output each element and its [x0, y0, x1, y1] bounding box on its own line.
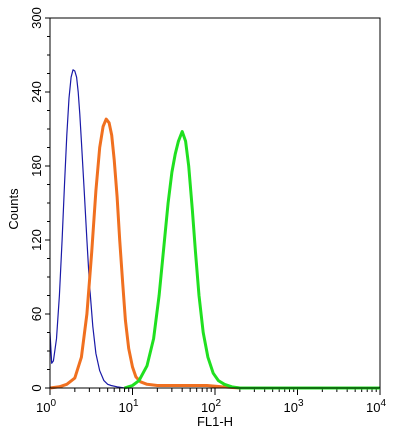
x-tick-base: 10 [36, 400, 50, 415]
y-tick-label: 60 [29, 307, 44, 321]
series-line [124, 130, 380, 390]
series-line [49, 69, 133, 389]
y-tick-label: 120 [29, 229, 44, 251]
x-tick-label: 103 [283, 398, 303, 415]
y-axis-label: Counts [6, 188, 21, 230]
x-axis-label: FL1-H [197, 414, 233, 429]
x-tick-label: 100 [36, 398, 56, 415]
x-tick-base: 10 [201, 400, 215, 415]
x-tick-base: 10 [283, 400, 297, 415]
x-tick-label: 104 [366, 398, 386, 415]
x-tick-exponent: 4 [380, 398, 386, 409]
x-tick-label: 101 [118, 398, 138, 415]
y-axis: 0 60 120 180 240 300 [29, 7, 50, 392]
series-line [49, 117, 240, 390]
x-tick-base: 10 [118, 400, 132, 415]
x-tick-exponent: 1 [133, 398, 139, 409]
x-tick-label: 102 [201, 398, 221, 415]
plot-frame [49, 17, 381, 389]
x-tick-exponent: 0 [50, 398, 56, 409]
x-tick-base: 10 [366, 400, 380, 415]
y-tick-label: 240 [29, 81, 44, 103]
y-tick-label: 180 [29, 155, 44, 177]
x-axis: 100 101 102 103 104 [36, 388, 386, 415]
x-tick-exponent: 3 [298, 398, 304, 409]
plot-area [49, 69, 380, 390]
y-tick-label: 300 [29, 7, 44, 29]
y-tick-label: 0 [29, 384, 44, 391]
x-tick-exponent: 2 [215, 398, 221, 409]
